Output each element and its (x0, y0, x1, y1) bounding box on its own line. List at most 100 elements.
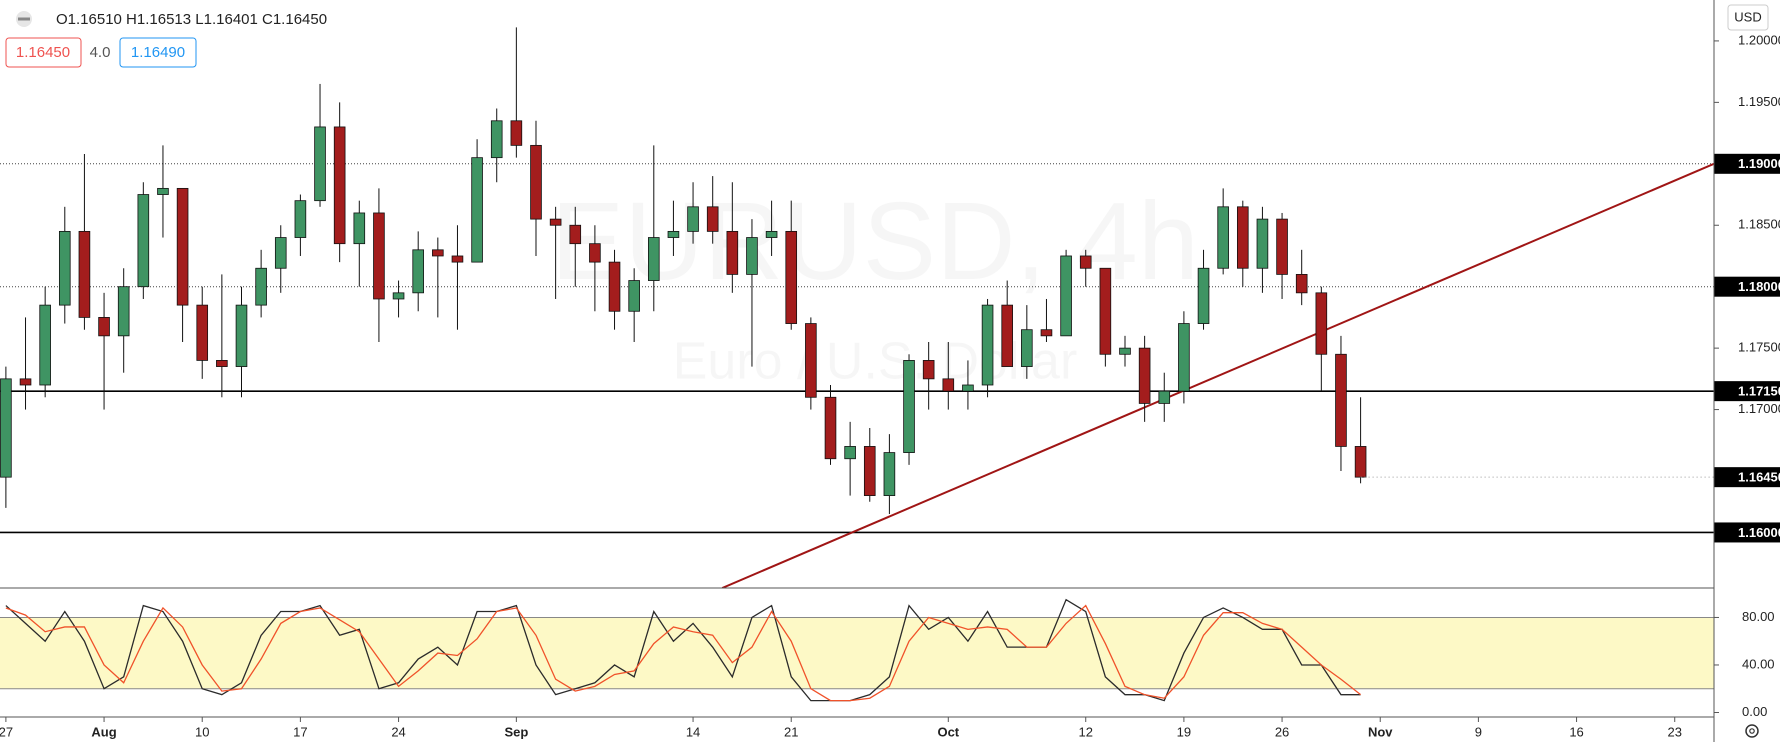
candle-body (510, 120, 523, 146)
candle-body (1178, 323, 1190, 392)
candle-body (628, 280, 640, 312)
candle-body (19, 378, 32, 386)
candle-body (451, 255, 464, 263)
candle-body (294, 200, 307, 238)
candle-body (1197, 267, 1210, 324)
candle-body (883, 452, 896, 496)
x-tick-label: 9 (1475, 724, 1482, 739)
candle-body (1119, 347, 1131, 355)
candle-body (1217, 206, 1229, 269)
stoch-line (5, 598, 1361, 702)
price-label-box (1714, 381, 1780, 402)
y-tick-label: 80.00 (1742, 609, 1775, 624)
candle-body (687, 206, 699, 232)
candle-body (314, 126, 326, 202)
gear (1745, 724, 1759, 738)
candle-body (608, 261, 621, 312)
candle-body (667, 230, 680, 238)
candle-body (373, 212, 385, 300)
price-label-box (1714, 153, 1780, 174)
candle-body (392, 292, 405, 300)
stoch-pane (0, 598, 1714, 702)
candle-body (78, 230, 91, 318)
x-tick-label: 16 (1569, 724, 1583, 739)
y-tick-label: 1.19500 (1738, 94, 1780, 109)
candle-body (39, 304, 51, 386)
x-tick-label: 24 (391, 724, 405, 739)
candle-body (432, 249, 444, 257)
candle-body (117, 286, 130, 337)
y-tick-label: 1.18500 (1738, 217, 1780, 232)
candle-body (1354, 446, 1367, 478)
candle-body (942, 378, 955, 392)
buy-price: 1.16490 (131, 44, 185, 61)
candle-body (962, 384, 974, 392)
candle-body (530, 144, 542, 220)
candle-body (765, 230, 778, 238)
candle-body (1158, 390, 1171, 404)
y-tick-label: 1.17000 (1738, 401, 1780, 416)
trendline-extension (721, 531, 853, 588)
watermark-sub: Euro / U.S. Dollar (673, 333, 1078, 391)
candle-body (412, 249, 424, 294)
candle-body (844, 446, 856, 460)
price-label: 1.19000 (1738, 156, 1780, 171)
candle-body (1021, 329, 1033, 367)
candle-body (863, 446, 876, 496)
collapse-icon-bar (18, 17, 30, 21)
x-tick-label: 17 (293, 724, 307, 739)
x-tick-label: Sep (504, 724, 528, 739)
candle-body (922, 360, 935, 380)
price-label-box (1714, 522, 1780, 543)
candle-body (549, 218, 562, 226)
x-tick-label: 12 (1078, 724, 1092, 739)
settings-icon[interactable] (1745, 724, 1759, 738)
sell-price: 1.16450 (16, 44, 70, 61)
candle-body (490, 120, 503, 159)
price-label: 1.18000 (1738, 279, 1780, 294)
candle-body (1295, 273, 1308, 294)
candle-body (176, 187, 189, 306)
x-tick-label: 14 (686, 724, 700, 739)
stoch-line (5, 604, 1361, 702)
x-tick-label: 27 (0, 724, 13, 739)
candle-body (353, 212, 366, 245)
last-price-box (1714, 467, 1780, 488)
price-pane (0, 27, 1714, 588)
candle-body (824, 396, 837, 460)
stoch-band (0, 617, 1714, 689)
candle-body (137, 194, 150, 288)
x-tick-label: 19 (1177, 724, 1191, 739)
y-tick-label: 1.17500 (1738, 340, 1780, 355)
candle-body (0, 378, 12, 478)
candle-body (569, 224, 582, 245)
candle-body (1256, 218, 1269, 269)
price-label: 1.17150 (1738, 384, 1780, 399)
candle-body (726, 230, 739, 275)
candle-body (1099, 267, 1112, 355)
candle-body (1060, 255, 1072, 337)
candle-body (981, 304, 994, 386)
x-tick-label: 21 (784, 724, 798, 739)
candle-body (785, 230, 798, 324)
ohlc-legend: O1.16510 H1.16513 L1.16401 C1.16450 (56, 11, 327, 28)
currency-box[interactable] (1727, 4, 1769, 31)
candle-body (1079, 255, 1092, 269)
candle-body (903, 360, 915, 453)
sell-box[interactable] (5, 37, 82, 68)
candle-body (746, 237, 758, 275)
y-tick-label: 1.20000 (1738, 32, 1780, 47)
price-label-box (1714, 276, 1780, 297)
candle-body (805, 323, 817, 398)
candle-body (274, 237, 287, 269)
candle-body (255, 267, 267, 306)
y-tick-label: 0.00 (1742, 704, 1767, 719)
buy-box[interactable] (119, 37, 197, 68)
candle-body (1315, 292, 1328, 355)
candle-body (1335, 353, 1347, 447)
x-tick-label: 23 (1667, 724, 1681, 739)
candle-body (58, 230, 71, 306)
x-tick-label: Aug (91, 724, 116, 739)
candle-body (216, 360, 228, 367)
